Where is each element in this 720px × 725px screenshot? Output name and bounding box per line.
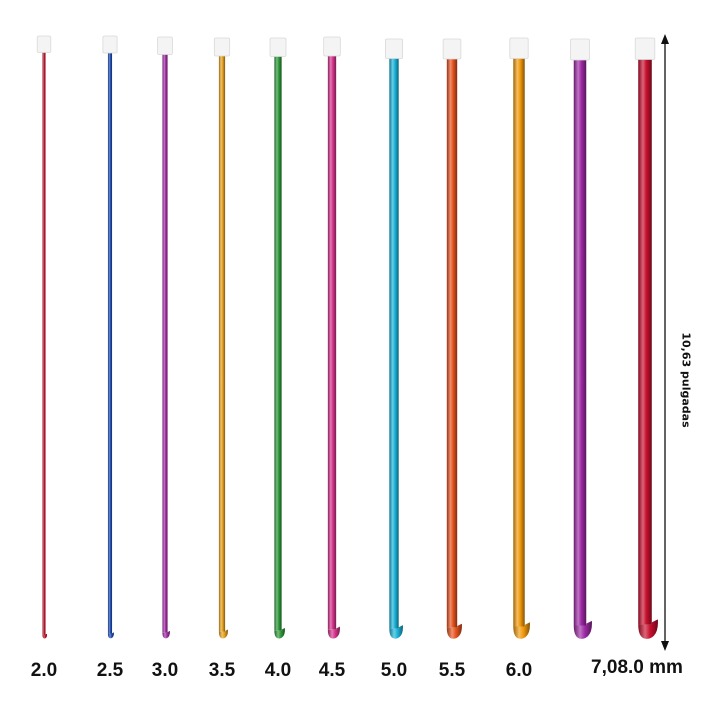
crochet-hook-9	[509, 37, 530, 639]
crochet-hook-3	[157, 36, 173, 639]
crochet-hook-6	[323, 36, 341, 639]
length-measure-arrow	[661, 34, 669, 651]
hook-end-cap	[384, 38, 403, 59]
size-label-2: 2.5	[96, 660, 124, 681]
size-label-6: 4.5	[318, 660, 346, 681]
size-label-8: 5.5	[438, 660, 466, 681]
hook-shaft	[107, 51, 113, 634]
hook-shaft	[274, 54, 282, 631]
hook-shaft	[42, 50, 46, 635]
hook-shaft	[389, 56, 399, 629]
hook-end-cap	[323, 36, 341, 57]
crochet-hook-2	[102, 35, 118, 639]
hook-tip	[513, 622, 530, 639]
hook-tip	[42, 633, 48, 639]
hook-shaft	[638, 57, 652, 625]
hook-end-cap	[442, 38, 462, 60]
hook-tip	[274, 628, 285, 639]
hook-tip	[638, 619, 658, 639]
hook-shaft	[162, 52, 168, 633]
size-label-5: 4.0	[264, 660, 292, 681]
crochet-hook-1	[36, 35, 52, 639]
crochet-hook-8	[442, 38, 462, 639]
size-label-4: 3.5	[208, 660, 236, 681]
hook-end-cap	[509, 37, 529, 59]
hook-tip	[107, 632, 114, 639]
hook-tip	[573, 620, 592, 639]
crochet-hook-7	[384, 38, 403, 639]
size-label-7: 5.0	[380, 660, 408, 681]
hook-tip	[218, 629, 228, 639]
hook-tip	[446, 623, 462, 639]
crochet-hook-4	[213, 37, 231, 639]
hook-shaft	[327, 54, 337, 630]
hook-end-cap	[269, 37, 287, 57]
crochet-hook-10	[570, 38, 592, 639]
hook-end-cap	[570, 38, 590, 61]
size-label-9: 6.0	[505, 660, 533, 681]
size-label-last: 7,08.0 mm	[591, 657, 683, 678]
hook-tip	[389, 625, 403, 639]
crochet-hook-11	[634, 37, 658, 639]
hook-end-cap	[157, 36, 173, 55]
hook-end-cap	[634, 37, 656, 60]
hook-shaft	[218, 54, 226, 632]
crochet-hook-5	[269, 37, 287, 639]
length-label: 10,63 pulgadas	[679, 332, 693, 428]
hook-shaft	[573, 58, 587, 626]
hook-end-cap	[102, 35, 118, 54]
hook-tip	[162, 630, 170, 639]
hook-end-cap	[36, 35, 52, 53]
hook-tip	[327, 626, 340, 639]
size-label-3: 3.0	[151, 660, 179, 681]
hook-shaft	[446, 57, 458, 628]
size-label-1: 2.0	[30, 660, 58, 681]
hook-shaft	[513, 56, 525, 627]
hook-end-cap	[213, 37, 231, 57]
